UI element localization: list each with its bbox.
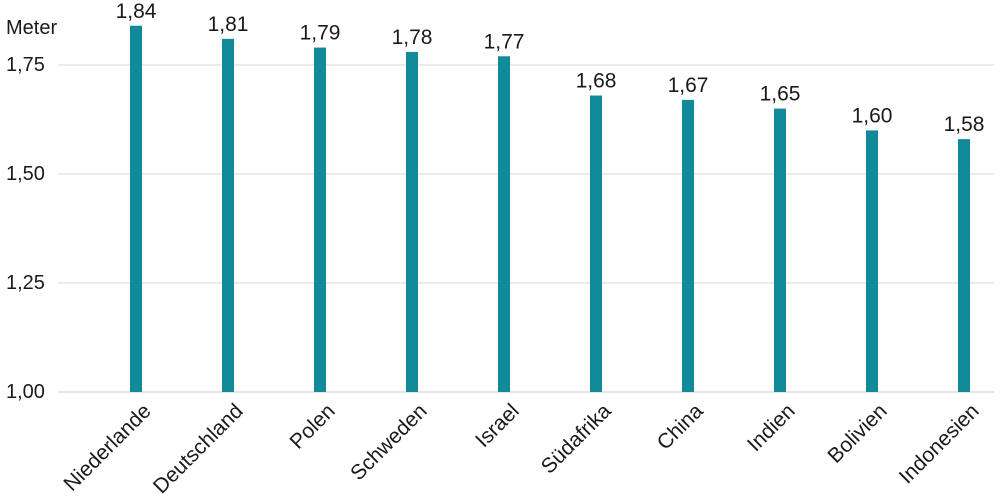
y-tick-label: 1,25 <box>6 272 45 294</box>
y-axis-ticks: 1,00 1,25 1,50 1,75 <box>6 54 45 403</box>
bar-value-label: 1,68 <box>576 70 617 93</box>
x-category-label: China <box>653 399 708 454</box>
bar <box>590 95 602 393</box>
x-category-label: Indonesien <box>895 399 984 488</box>
x-category-label: Bolivien <box>823 399 891 467</box>
value-labels: 1,84 1,81 1,79 1,78 1,77 1,68 1,67 1,65 1,60 1,58 <box>116 0 985 136</box>
y-tick-label: 1,75 <box>6 54 45 76</box>
bar-value-label: 1,81 <box>208 13 249 36</box>
x-category-label: Polen <box>285 399 339 453</box>
bar <box>222 38 234 393</box>
bar <box>498 56 510 392</box>
bar <box>406 51 418 393</box>
y-axis-unit-label: Meter <box>6 17 57 39</box>
bar <box>774 108 786 392</box>
bar-value-label: 1,78 <box>392 26 433 49</box>
bar <box>314 47 326 393</box>
x-category-label: Schweden <box>346 399 432 485</box>
bar-value-label: 1,60 <box>852 104 893 127</box>
x-category-label: Niederlande <box>59 399 155 495</box>
y-tick-label: 1,50 <box>6 163 45 185</box>
x-category-label: Israel <box>471 399 524 452</box>
bar-value-label: 1,67 <box>668 74 709 97</box>
bar <box>682 99 694 392</box>
bar-value-label: 1,77 <box>484 30 525 53</box>
bar-value-label: 1,65 <box>760 83 801 106</box>
bars <box>130 25 970 393</box>
x-category-label: Südafrika <box>537 399 616 478</box>
bar <box>130 25 142 392</box>
x-category-label: Indien <box>743 399 800 456</box>
gridlines <box>58 64 994 393</box>
x-category-label: Deutschland <box>149 399 248 498</box>
bar <box>866 130 878 392</box>
bar-value-label: 1,58 <box>944 113 985 136</box>
bar <box>958 139 970 392</box>
y-tick-label: 1,00 <box>6 381 45 403</box>
bar-value-label: 1,79 <box>300 22 341 45</box>
bar-value-label: 1,84 <box>116 0 157 23</box>
